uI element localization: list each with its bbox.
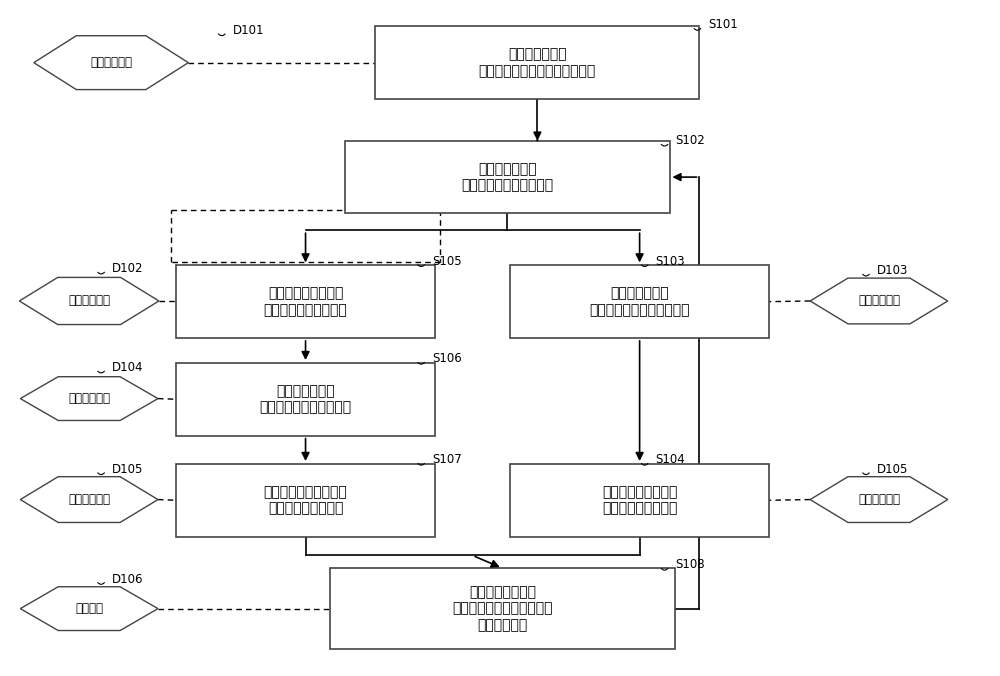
Text: 实时数据获取步骤：
获取实时运行状态数据: 实时数据获取步骤： 获取实时运行状态数据 xyxy=(264,287,347,317)
Text: S106: S106 xyxy=(432,352,462,365)
Bar xyxy=(345,141,670,214)
Polygon shape xyxy=(19,277,159,324)
Text: 当前稳态值计算步骤：
计算得到当前稳态值: 当前稳态值计算步骤： 计算得到当前稳态值 xyxy=(264,485,347,515)
Text: 权重分配步骤：
选取关键工艺控制点，分配权重: 权重分配步骤： 选取关键工艺控制点，分配权重 xyxy=(479,47,596,78)
Text: S105: S105 xyxy=(432,255,462,268)
Text: 数据获取步骤：
获取所有的运行状态数据: 数据获取步骤： 获取所有的运行状态数据 xyxy=(461,162,554,192)
Text: D102: D102 xyxy=(112,262,144,275)
Text: D106: D106 xyxy=(112,573,144,585)
Bar xyxy=(330,569,675,649)
Bar xyxy=(510,265,769,338)
Polygon shape xyxy=(34,36,188,90)
Bar xyxy=(375,26,699,99)
Text: D103: D103 xyxy=(877,264,908,277)
Text: S103: S103 xyxy=(656,255,685,268)
Polygon shape xyxy=(20,477,158,523)
Polygon shape xyxy=(810,278,948,324)
Text: S102: S102 xyxy=(676,135,705,147)
Polygon shape xyxy=(20,587,158,631)
Text: D105: D105 xyxy=(112,463,143,476)
Text: D104: D104 xyxy=(112,361,144,374)
Text: S107: S107 xyxy=(432,454,462,466)
Bar xyxy=(510,464,769,537)
Text: 稳定性判断步骤：
判断化工生产装置是否处于
稳定运行状态: 稳定性判断步骤： 判断化工生产装置是否处于 稳定运行状态 xyxy=(452,585,553,632)
Text: 数据采集模块: 数据采集模块 xyxy=(858,295,900,308)
Text: 稳态判据计算步骤：
计算得到稳态判据值: 稳态判据计算步骤： 计算得到稳态判据值 xyxy=(602,485,677,515)
Polygon shape xyxy=(20,377,158,420)
Text: S108: S108 xyxy=(676,558,705,571)
Text: 数据滤波模块: 数据滤波模块 xyxy=(68,392,110,405)
Bar xyxy=(176,464,435,537)
Text: D105: D105 xyxy=(877,463,908,476)
Text: D101: D101 xyxy=(233,24,264,37)
Text: 数据计算模块: 数据计算模块 xyxy=(68,493,110,506)
Text: 数据计算模块: 数据计算模块 xyxy=(858,493,900,506)
Text: 数据采集步骤：
采集稳态数据和非稳态数据: 数据采集步骤： 采集稳态数据和非稳态数据 xyxy=(589,287,690,317)
Bar xyxy=(176,363,435,435)
Text: 权重分配模块: 权重分配模块 xyxy=(90,56,132,69)
Bar xyxy=(176,265,435,338)
Text: 数据滤波步骤：
进行高通滤波和低通滤波: 数据滤波步骤： 进行高通滤波和低通滤波 xyxy=(259,384,352,414)
Text: 判断模块: 判断模块 xyxy=(75,602,103,615)
Text: S101: S101 xyxy=(708,18,738,32)
Text: S104: S104 xyxy=(656,454,685,466)
Polygon shape xyxy=(810,477,948,523)
Text: 数据获取模块: 数据获取模块 xyxy=(68,295,110,308)
